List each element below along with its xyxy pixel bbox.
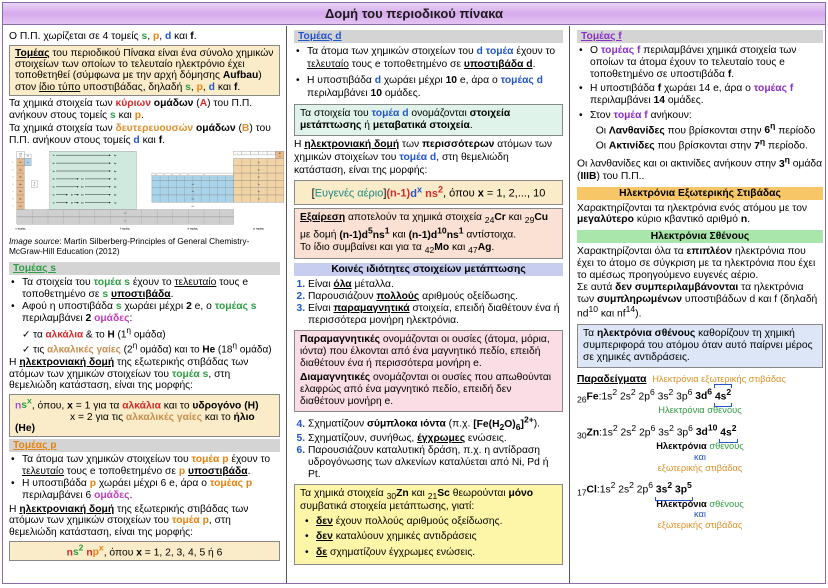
svg-text:4p: 4p: [258, 177, 260, 179]
svg-text:1: 1: [12, 162, 13, 164]
svg-text:p τομέας: p τομέας: [254, 228, 265, 231]
svg-text:s τομέας: s τομέας: [15, 228, 26, 231]
svg-text:3: 3: [12, 177, 13, 179]
svg-text:6d: 6d: [192, 206, 194, 208]
svg-text:3d: 3d: [34, 183, 36, 185]
svg-text:4f: 4f: [71, 194, 73, 197]
svg-text:5d: 5d: [192, 199, 194, 201]
svg-text:4d: 4d: [192, 192, 194, 194]
svg-text:3p: 3p: [258, 170, 260, 172]
svg-text:5p: 5p: [258, 184, 260, 186]
svg-text:1s: 1s: [27, 162, 29, 164]
svg-text:3d: 3d: [192, 184, 194, 186]
svg-text:d τομέας: d τομέας: [188, 228, 199, 231]
svg-text:(1): (1): [19, 156, 22, 158]
svg-text:4: 4: [12, 184, 13, 186]
svg-text:6p: 6p: [258, 192, 260, 194]
svg-text:6: 6: [12, 199, 13, 201]
svg-text:2: 2: [12, 170, 13, 172]
svg-text:2p: 2p: [258, 162, 260, 164]
svg-text:7p: 7p: [258, 199, 260, 201]
svg-text:f τομέας: f τομέας: [120, 228, 130, 231]
svg-text:5: 5: [12, 192, 13, 194]
svg-text:5f: 5f: [71, 203, 73, 205]
svg-text:7: 7: [12, 206, 13, 208]
